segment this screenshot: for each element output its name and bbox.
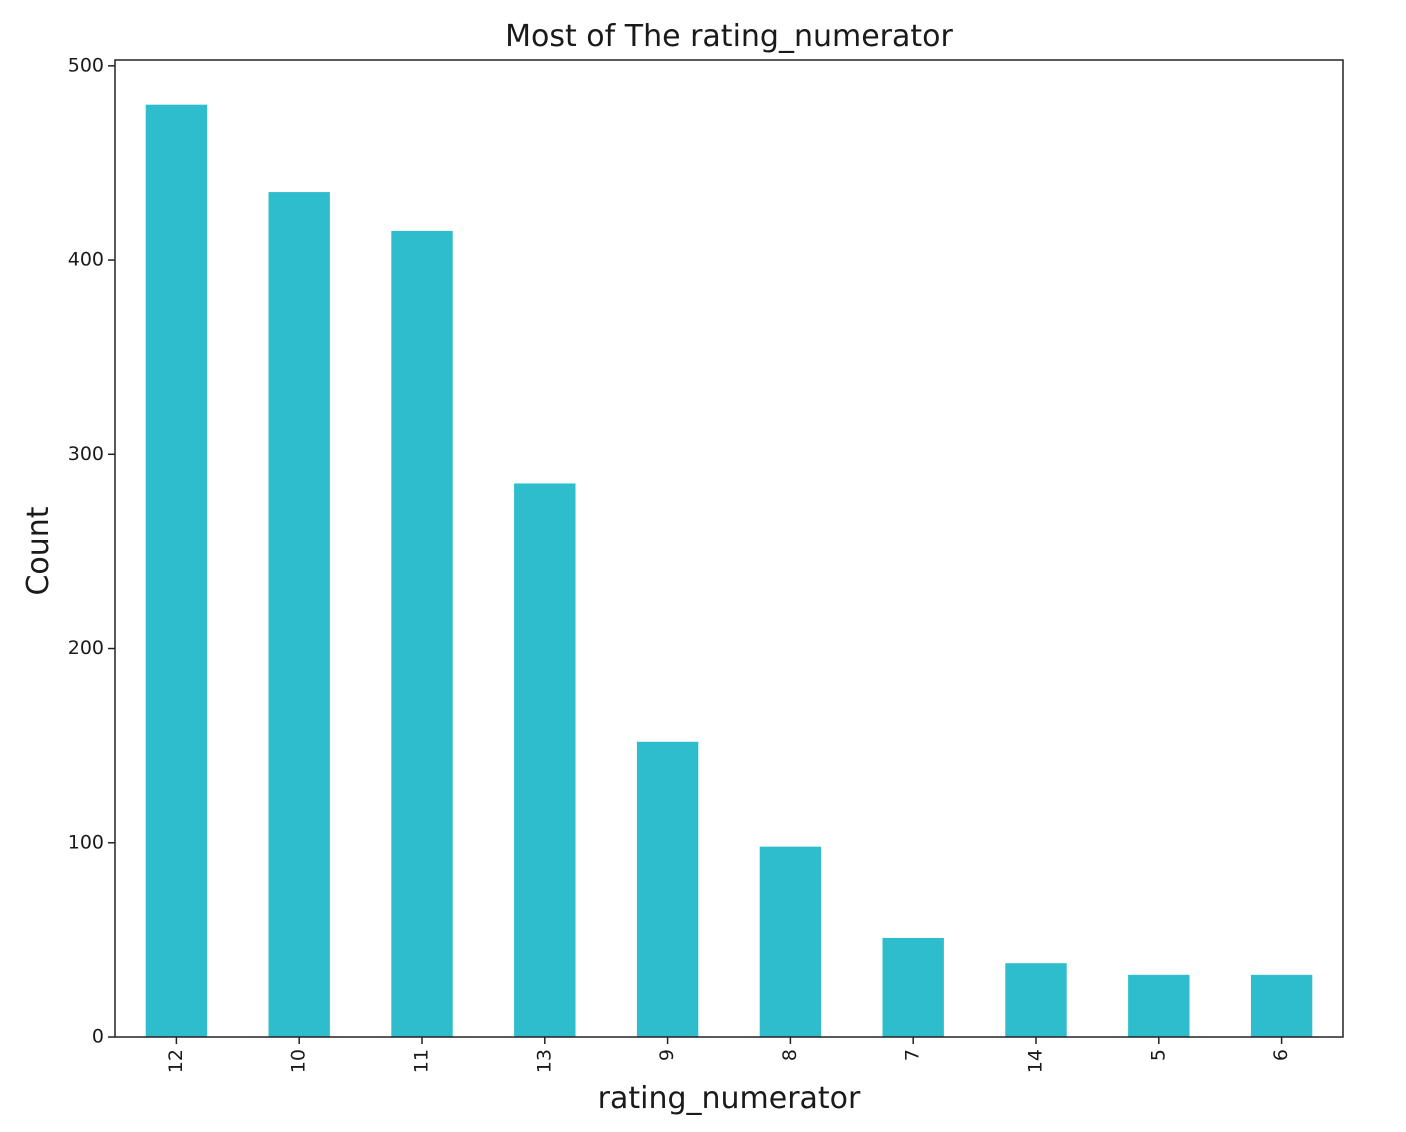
bar-5 <box>1128 974 1190 1037</box>
y-tick-label: 0 <box>92 1026 104 1048</box>
y-tick-label: 100 <box>68 831 104 853</box>
x-tick-label: 6 <box>1270 1049 1292 1061</box>
x-tick-label: 14 <box>1025 1049 1047 1073</box>
y-tick-label: 200 <box>68 637 104 659</box>
bar-9 <box>636 741 699 1037</box>
y-tick-label: 400 <box>68 249 104 271</box>
x-tick-label: 5 <box>1147 1049 1169 1061</box>
y-axis-label: Count <box>21 506 56 595</box>
bar-11 <box>391 230 453 1037</box>
bar-7 <box>882 937 944 1037</box>
x-tick-label: 13 <box>533 1049 555 1073</box>
bar-6 <box>1250 974 1313 1037</box>
x-tick-label: 11 <box>411 1049 433 1073</box>
chart-title: Most of The rating_numerator <box>505 19 953 54</box>
x-tick-label: 10 <box>288 1049 310 1073</box>
x-axis-ticks: 12 10 11 13 9 8 7 14 5 6 <box>165 1037 1292 1073</box>
x-axis-label: rating_numerator <box>598 1081 861 1116</box>
bars-group <box>145 104 1313 1038</box>
bar-8 <box>759 846 822 1037</box>
x-tick-label: 7 <box>902 1049 924 1061</box>
y-tick-label: 300 <box>68 443 104 465</box>
x-tick-label: 9 <box>656 1049 678 1061</box>
x-tick-label: 8 <box>779 1049 801 1061</box>
y-tick-label: 500 <box>68 54 104 76</box>
bar-12 <box>145 104 208 1038</box>
plot-frame <box>114 59 1344 1038</box>
y-axis-ticks: 0 100 200 300 400 500 <box>68 54 115 1048</box>
bar-13 <box>514 483 576 1037</box>
bar-10 <box>268 192 330 1037</box>
bar-14 <box>1005 963 1067 1037</box>
x-tick-label: 12 <box>165 1049 187 1073</box>
